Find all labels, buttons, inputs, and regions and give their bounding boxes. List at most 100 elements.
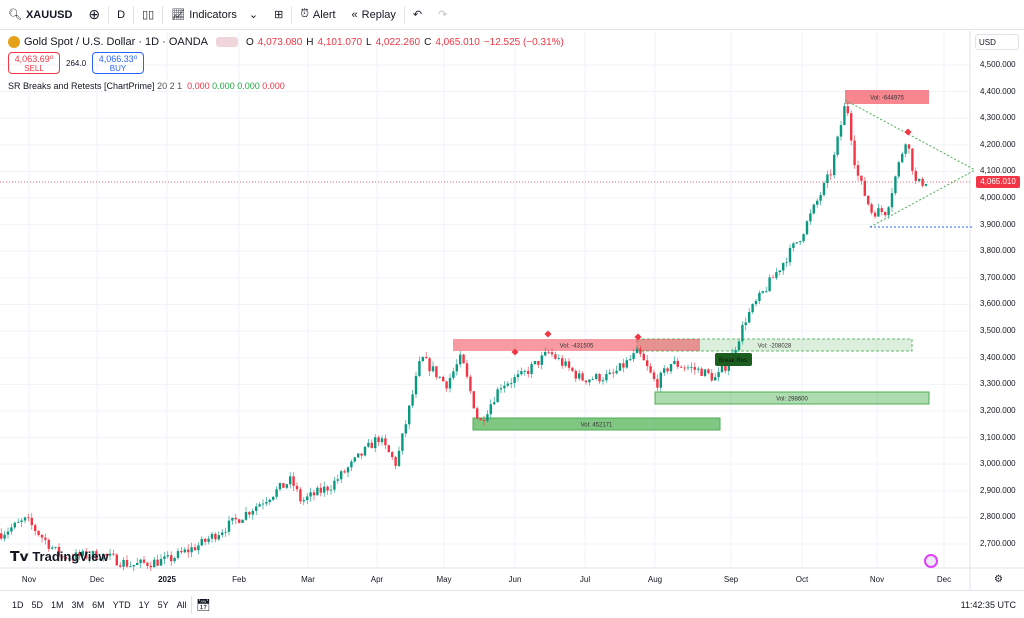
candle	[703, 369, 707, 376]
buy-button[interactable]: 4,066.33⁰ BUY	[92, 52, 145, 74]
candle	[149, 565, 152, 568]
time-tick: May	[436, 575, 452, 584]
candle	[877, 208, 880, 217]
break-marker	[511, 348, 519, 356]
symbol-legend: Gold Spot / U.S. Dollar · 1D · OANDA O 4,…	[8, 36, 564, 48]
range-3m[interactable]: 3M	[71, 599, 85, 610]
candle	[23, 517, 27, 521]
candle	[404, 424, 407, 434]
alert-button[interactable]: ⏰︎ Alert	[300, 8, 336, 21]
support-zone	[654, 391, 930, 405]
candle	[37, 530, 40, 536]
candle	[255, 506, 258, 511]
candle	[125, 560, 129, 567]
candle	[275, 489, 278, 497]
candle	[81, 551, 84, 556]
gold-icon	[8, 36, 20, 48]
indicator-legend[interactable]: SR Breaks and Retests [ChartPrime] 20 2 …	[8, 81, 285, 91]
undo-icon: ↶	[412, 9, 423, 21]
candle	[13, 522, 16, 528]
flag-icon[interactable]	[924, 554, 938, 568]
price-tick: 2,900.000	[980, 485, 1016, 495]
time-tick: Nov	[869, 575, 885, 584]
candle	[44, 537, 47, 540]
candle	[615, 370, 618, 374]
price-tick: 2,800.000	[980, 512, 1016, 522]
candle	[686, 367, 690, 369]
retest-zone-label: Vol: -208028	[758, 344, 792, 350]
undo-button[interactable]: ↶	[405, 0, 430, 30]
candle	[445, 381, 448, 389]
candle	[153, 559, 156, 568]
range-5y[interactable]: 5Y	[157, 599, 169, 610]
candle	[462, 354, 465, 364]
resistance-zone-label: Vol: -644975	[870, 96, 904, 102]
candle	[601, 380, 605, 382]
price-tick: 4,000.000	[980, 193, 1016, 203]
candle	[88, 557, 91, 559]
range-5d[interactable]: 5D	[31, 599, 44, 610]
candle	[680, 366, 683, 368]
range-1d[interactable]: 1D	[12, 599, 24, 610]
candle	[486, 414, 489, 421]
goto-date-icon[interactable]: 📅︎	[195, 597, 211, 612]
candle	[221, 532, 224, 536]
replay-button[interactable]: «Replay	[351, 8, 396, 21]
range-all[interactable]: All	[176, 599, 187, 610]
candle	[312, 492, 316, 496]
candle	[493, 402, 496, 405]
candle	[608, 372, 611, 375]
candle	[234, 517, 237, 520]
symbol-search[interactable]: 🔍︎ XAUUSD	[8, 8, 73, 22]
candle	[408, 405, 411, 425]
candle	[826, 174, 829, 184]
range-1m[interactable]: 1M	[51, 599, 64, 610]
candle	[343, 471, 346, 473]
candle	[632, 353, 635, 360]
candle	[894, 176, 897, 194]
candle	[584, 380, 588, 383]
range-6m[interactable]: 6M	[92, 599, 105, 610]
candle	[197, 545, 200, 551]
candle	[567, 361, 571, 368]
candle	[887, 207, 890, 216]
candle	[214, 533, 217, 540]
indicators-icon: 📈︎	[171, 9, 186, 21]
indicators-button[interactable]: 📈︎ Indicators ⌄	[171, 8, 259, 22]
candle	[299, 489, 302, 502]
clock[interactable]: 11:42:35 UTC	[960, 599, 1016, 610]
candle	[846, 106, 849, 114]
chart-type-button[interactable]: ▯▯	[134, 0, 162, 30]
chevron-down-icon[interactable]: ⌄	[248, 9, 259, 21]
candle	[210, 533, 214, 539]
legend-toggle[interactable]	[216, 37, 238, 47]
layouts-button[interactable]: ⊞	[266, 0, 291, 30]
sell-button[interactable]: 4,063.69⁰ SELL	[8, 52, 60, 74]
tradingview-logo: 𝗧𝘃 TradingView	[10, 548, 109, 564]
candle	[377, 437, 380, 443]
candle	[782, 262, 785, 271]
candle	[119, 565, 122, 567]
candle	[873, 212, 877, 217]
candle	[200, 538, 203, 546]
settings-icon[interactable]: ⚙	[994, 574, 1003, 585]
candle	[754, 301, 758, 305]
interval-button[interactable]: D	[117, 8, 126, 21]
candle	[0, 533, 3, 539]
candle	[326, 486, 329, 491]
candle	[537, 361, 540, 365]
candle	[758, 292, 761, 302]
candle	[911, 148, 914, 171]
candle	[659, 372, 662, 388]
redo-button[interactable]: ↷	[430, 0, 455, 30]
currency-button[interactable]: USD	[975, 34, 1019, 50]
candle	[336, 479, 339, 481]
price-tick: 3,500.000	[980, 326, 1016, 336]
candle	[272, 496, 275, 500]
price-chart[interactable]: Vol: -208028 Vol: -431505 Vol: 452171 Vol: …	[0, 31, 1024, 591]
candle	[68, 558, 71, 560]
compare-button[interactable]: ⊕	[80, 0, 108, 30]
range-1y[interactable]: 1Y	[138, 599, 150, 610]
range-ytd[interactable]: YTD	[112, 599, 131, 610]
candle	[646, 360, 649, 367]
